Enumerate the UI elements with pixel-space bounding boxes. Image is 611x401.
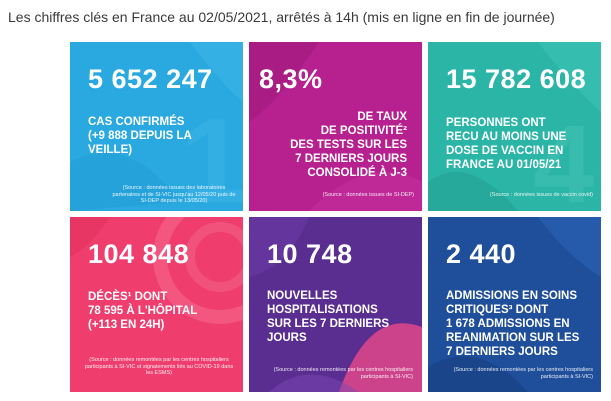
svg-text:4: 4 [533,103,594,211]
deaths-label: DÉCÈS¹ DONT 78 595 À L'HÔPITAL (+113 EN … [88,291,198,331]
positivity-rate-label: DE TAUX DE POSITIVITÉ² DES TESTS SUR LES… [290,111,407,179]
hospitalisations-value: 10 748 [267,239,353,269]
svg-text:1: 1 [180,94,243,211]
hospitalisations-source: (Source : données remontées par les cent… [273,367,413,380]
critical-care-source: (Source : données remontées par les cent… [453,367,593,380]
tile-background-decoration [249,42,422,211]
tile-confirmed-cases: 1 5 652 247 CAS CONFIRMÉS (+9 888 DEPUIS… [70,42,243,211]
vaccination-value: 15 782 608 [446,64,587,94]
key-figures-grid: 1 5 652 247 CAS CONFIRMÉS (+9 888 DEPUIS… [70,42,601,392]
tile-positivity-rate: 8,3% DE TAUX DE POSITIVITÉ² DES TESTS SU… [249,42,422,211]
tile-background-decoration [428,217,601,392]
hospitalisations-label: NOUVELLES HOSPITALISATIONS SUR LES 7 DER… [267,290,390,344]
tile-background-decoration [70,217,243,324]
tile-hospitalisations: 10 748 NOUVELLES HOSPITALISATIONS SUR LE… [249,217,422,392]
deaths-value: 104 848 [88,239,190,269]
confirmed-cases-label: CAS CONFIRMÉS (+9 888 DEPUIS LA VEILLE) [88,116,192,156]
vaccination-source: (Source : données issues de vaccin covid… [489,192,593,198]
confirmed-cases-value: 5 652 247 [88,64,213,94]
tile-background-decoration [249,217,422,392]
tile-deaths: 104 848 DÉCÈS¹ DONT 78 595 À L'HÔPITAL (… [70,217,243,392]
critical-care-value: 2 440 [446,239,517,269]
tile-critical-care: 2 440 ADMISSIONS EN SOINS CRITIQUES³ DON… [428,217,601,392]
tile-background-decoration: 4 [428,42,601,211]
positivity-rate-value: 8,3% [259,64,323,94]
deaths-source: (Source : données remontées par les cent… [84,357,234,376]
positivity-rate-source: (Source : données issues de SI-DEP) [322,192,414,198]
confirmed-cases-source: (Source : données issues des laboratoire… [112,185,236,204]
page-heading: Les chiffres clés en France au 02/05/202… [8,9,555,25]
tile-vaccination: 4 15 782 608 PERSONNES ONT RECU AU MOINS… [428,42,601,211]
critical-care-label: ADMISSIONS EN SOINS CRITIQUES³ DONT 1 67… [446,290,580,358]
tile-background-decoration: 1 [70,42,243,211]
vaccination-label: PERSONNES ONT RECU AU MOINS UNE DOSE DE … [446,117,567,171]
